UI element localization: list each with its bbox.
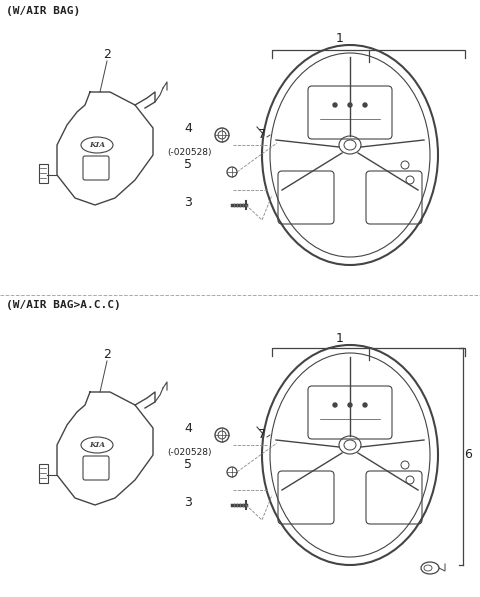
Text: (W/AIR BAG>A.C.C): (W/AIR BAG>A.C.C) — [6, 300, 121, 310]
Text: 2: 2 — [103, 48, 111, 61]
Text: KIA: KIA — [89, 141, 105, 149]
Text: 5: 5 — [184, 458, 192, 472]
Text: KIA: KIA — [89, 441, 105, 449]
Text: (W/AIR BAG): (W/AIR BAG) — [6, 6, 80, 16]
Text: 5: 5 — [184, 158, 192, 171]
Text: (-020528): (-020528) — [168, 149, 212, 158]
Text: 2: 2 — [103, 349, 111, 362]
Text: 1: 1 — [336, 32, 344, 45]
Circle shape — [348, 403, 352, 407]
Text: 7: 7 — [258, 128, 266, 141]
Text: 7: 7 — [258, 429, 266, 442]
Circle shape — [348, 103, 352, 107]
Text: 1: 1 — [336, 331, 344, 344]
Text: 6: 6 — [464, 448, 472, 461]
Text: 3: 3 — [184, 195, 192, 208]
Text: 4: 4 — [184, 122, 192, 134]
Circle shape — [363, 103, 367, 107]
Text: 4: 4 — [184, 421, 192, 435]
Circle shape — [333, 103, 337, 107]
Circle shape — [363, 403, 367, 407]
Circle shape — [333, 403, 337, 407]
Text: 3: 3 — [184, 496, 192, 509]
Text: (-020528): (-020528) — [168, 448, 212, 457]
